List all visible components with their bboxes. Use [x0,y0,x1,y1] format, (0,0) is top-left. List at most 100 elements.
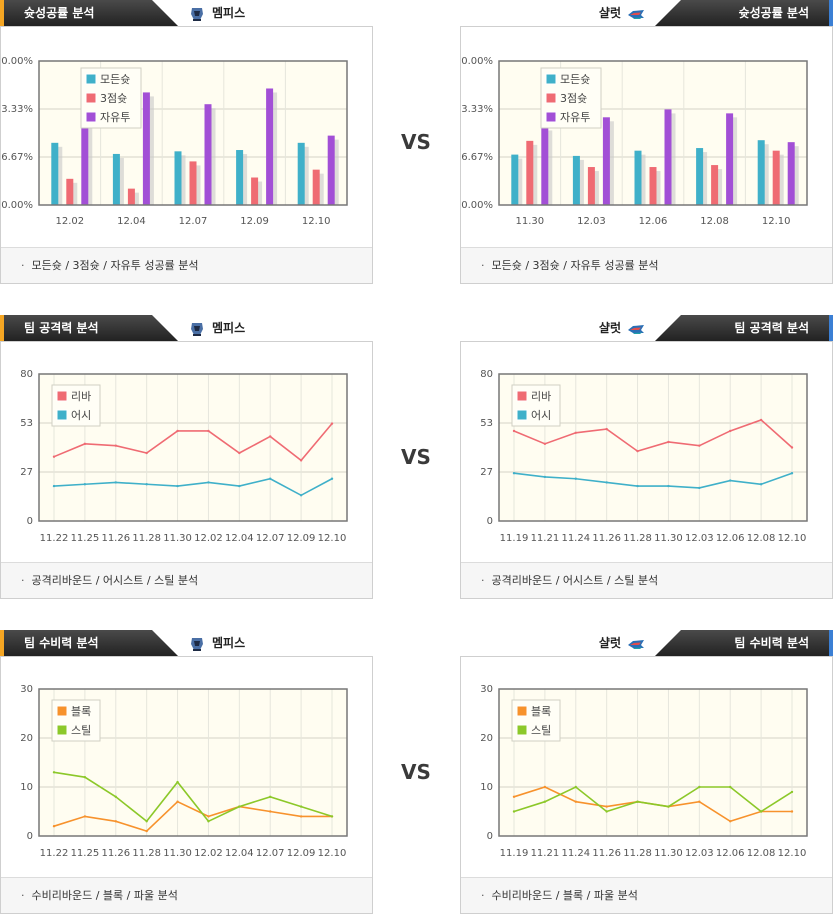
data-point [574,785,577,789]
data-point [207,815,210,818]
bar-shadow [193,165,201,205]
x-tick-label: 12.06 [716,533,745,544]
data-point [145,829,148,833]
series-line [513,419,793,453]
x-tick-label: 11.19 [500,533,529,544]
bar-shadow [653,171,661,205]
chart-footer: · 공격리바운드 / 어시스트 / 스틸 분석 [461,562,832,598]
bullet-icon: · [21,259,25,272]
team-name-label: 샬럿 [598,6,621,20]
x-tick-label: 12.07 [256,533,285,544]
chart-box: 0.00% 36.67% 73.33% 110.00% 12.02 12.04 12.07 1… [0,26,373,284]
data-point [114,795,117,798]
legend-swatch [56,705,68,717]
section-title: 팀 수비력 분석 [655,630,833,656]
data-point [114,444,117,447]
grizzlies-icon [191,7,203,21]
bar [142,92,150,205]
legend-swatch [516,409,528,421]
chart-footer: · 공격리바운드 / 어시스트 / 스틸 분석 [1,562,372,598]
legend-swatch [85,73,97,85]
x-tick-label: 12.07 [179,216,208,227]
plot-frame [498,373,808,522]
vs-label: VS [401,760,431,784]
series-line [53,800,332,833]
bullet-icon: · [481,259,485,272]
x-tick-label: 11.26 [101,533,130,544]
data-point [667,440,670,444]
bar [189,161,197,205]
panel-right-3: 팀 수비력 분석 샬럿 0 10 20 30 11.19 11.21 11.24 11.26 11.… [460,630,833,914]
bar [66,178,74,205]
legend-swatch [516,724,528,736]
data-point [698,444,701,447]
data-point [636,449,639,453]
y-tick-label: 27 [480,467,493,478]
y-tick-label: 80 [20,369,33,380]
x-tick-label: 12.08 [700,216,729,227]
x-tick-label: 12.10 [318,848,347,859]
data-point [83,442,87,446]
bar-shadow [606,121,614,205]
x-tick-label: 12.06 [639,216,668,227]
data-point [667,484,670,488]
data-point [207,820,210,823]
data-point [574,431,577,434]
chart-footer: · 수비리바운드 / 블록 / 파울 분석 [1,877,372,913]
data-point [729,785,732,789]
bar [649,167,657,205]
data-point [299,494,303,497]
bar-shadow [700,152,708,205]
data-point [145,483,148,486]
bar [572,155,580,205]
data-point [698,486,701,490]
bar [664,109,672,205]
hornets-icon [628,9,644,19]
team-name: 멤피스 [188,0,245,26]
footer-label: 공격리바운드 / 어시스트 / 스틸 분석 [31,574,199,587]
data-point [176,484,179,488]
x-tick-label: 11.22 [40,848,69,859]
plot-frame [38,688,348,837]
bar-shadow [55,146,63,205]
x-tick-label: 12.10 [302,216,331,227]
data-point [667,805,670,808]
bullet-icon: · [481,889,485,902]
plot-frame [498,688,808,837]
legend-label: 자유투 [100,111,130,124]
x-tick-label: 12.02 [55,216,84,227]
x-tick-label: 11.21 [531,848,560,859]
series-line [513,786,793,813]
y-tick-label: 0 [27,516,33,527]
series-line [53,477,333,497]
bar [587,167,595,205]
legend-swatch [56,409,68,421]
bar-shadow [545,130,553,205]
bar [297,142,305,205]
legend-label: 스틸 [531,724,551,737]
legend-label: 3점슛 [560,92,587,105]
series-line [513,472,793,489]
legend-label: 스틸 [71,724,91,737]
chart-box: 0 27 53 80 11.22 11.25 11.26 11.28 11.30 12.02 12.… [0,341,373,599]
data-point [114,820,117,823]
data-point [543,785,547,789]
vs-label: VS [401,130,431,154]
bar [541,126,549,205]
x-tick-label: 12.04 [117,216,146,227]
y-tick-label: 30 [20,684,33,695]
x-tick-label: 12.10 [762,216,791,227]
data-point [238,805,241,808]
data-point [759,810,763,813]
bar-shadow [331,139,339,205]
x-tick-label: 12.02 [194,848,223,859]
plot-frame [38,373,348,522]
bar [787,142,795,205]
bar-shadow [131,192,139,205]
y-tick-label: 20 [20,733,33,744]
bar [711,165,719,205]
panel-right-1: 슛성공률 분석 샬럿 0.00% 36.67% 73.33% 110.00% 11.30 12… [460,0,833,284]
